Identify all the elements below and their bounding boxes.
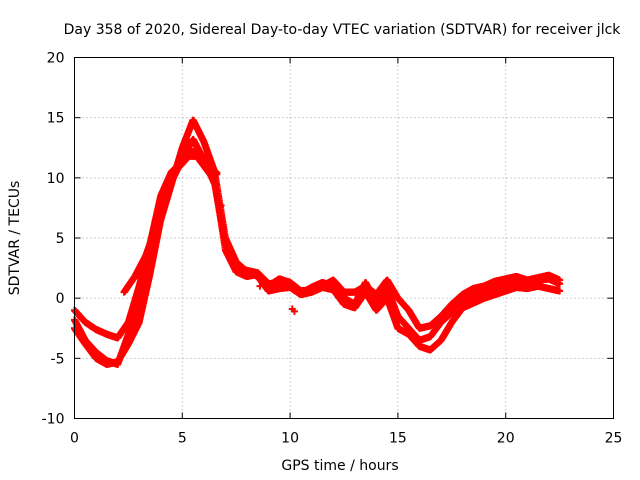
x-tick-label: 20 xyxy=(497,431,515,447)
plot-frame xyxy=(74,57,614,419)
y-axis-label: SDTVAR / TECUs xyxy=(7,181,23,296)
y-tick-label: 10 xyxy=(47,171,65,187)
data-point xyxy=(213,170,221,178)
data-point xyxy=(273,281,281,289)
y-tick-label: 0 xyxy=(56,291,65,307)
y-tick-label: 15 xyxy=(47,111,65,127)
x-tick-label: 0 xyxy=(70,431,79,447)
y-tick-label: 20 xyxy=(47,51,65,67)
data-point xyxy=(290,307,298,315)
ticks: 0 5 10 15 20 25 -10 -5 0 5 10 15 20 xyxy=(42,51,623,447)
y-tick-label: 5 xyxy=(56,231,65,247)
grid xyxy=(74,57,614,419)
data-point xyxy=(256,282,264,290)
y-tick-label: -5 xyxy=(51,351,65,367)
x-tick-label: 15 xyxy=(389,431,407,447)
x-tick-label: 25 xyxy=(605,431,623,447)
x-axis-label: GPS time / hours xyxy=(281,458,398,474)
y-tick-label: -10 xyxy=(42,412,65,428)
x-tick-label: 5 xyxy=(178,431,187,447)
data-point xyxy=(556,287,564,295)
data-point xyxy=(217,202,225,210)
x-tick-label: 10 xyxy=(281,431,299,447)
data-points xyxy=(71,116,564,368)
chart-title: Day 358 of 2020, Sidereal Day-to-day VTE… xyxy=(64,22,622,38)
data-point xyxy=(556,280,564,288)
